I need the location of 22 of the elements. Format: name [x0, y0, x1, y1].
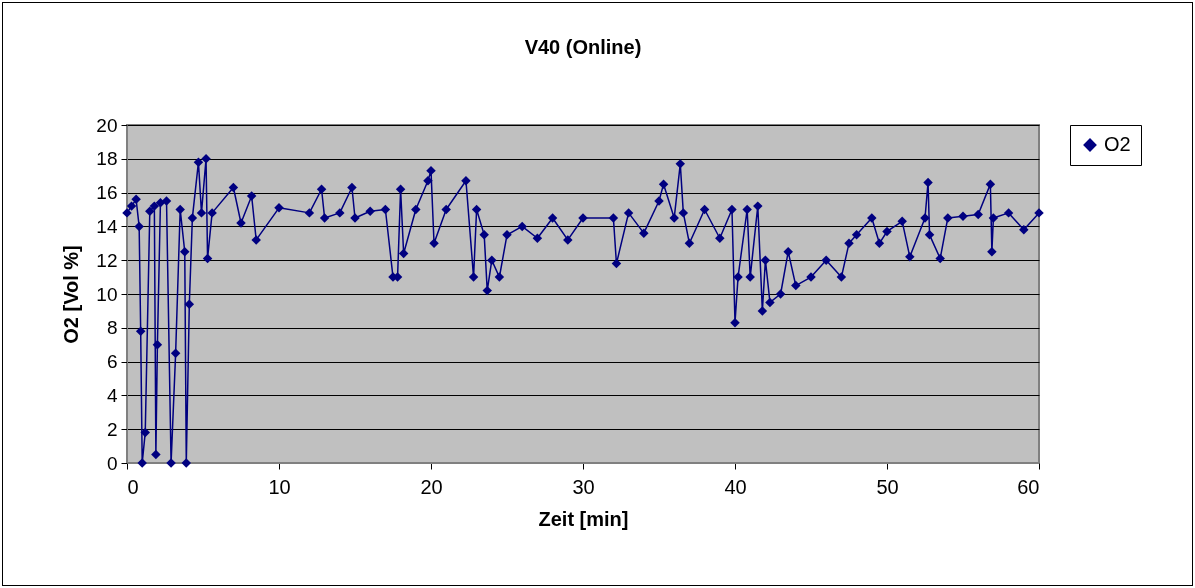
- y-tick-label: 6: [106, 351, 118, 373]
- y-tick-label: 2: [106, 418, 118, 440]
- legend-label: O2: [1104, 133, 1131, 155]
- x-tick-label: 20: [420, 475, 443, 498]
- chart-title: V40 (Online): [524, 36, 642, 58]
- y-tick-label: 8: [106, 317, 118, 339]
- y-tick-label: 4: [106, 384, 118, 406]
- y-tick-label: 16: [96, 182, 118, 204]
- x-tick-label: 10: [268, 475, 291, 498]
- y-tick-label: 10: [96, 283, 118, 305]
- x-tick-label: 50: [876, 475, 899, 498]
- y-axis-title: O2 [Vol %]: [60, 245, 83, 344]
- y-tick-label: 0: [106, 452, 118, 474]
- y-tick-label: 20: [96, 114, 118, 136]
- x-tick-label: 0: [127, 475, 139, 498]
- x-tick-label: 60: [1017, 475, 1040, 498]
- y-tick-label: 14: [96, 215, 118, 237]
- x-axis-title: Zeit [min]: [538, 507, 629, 530]
- y-tick-label: 12: [96, 249, 118, 271]
- x-tick-label: 30: [572, 475, 595, 498]
- y-tick-label: 18: [96, 148, 118, 170]
- x-tick-label: 40: [724, 475, 747, 498]
